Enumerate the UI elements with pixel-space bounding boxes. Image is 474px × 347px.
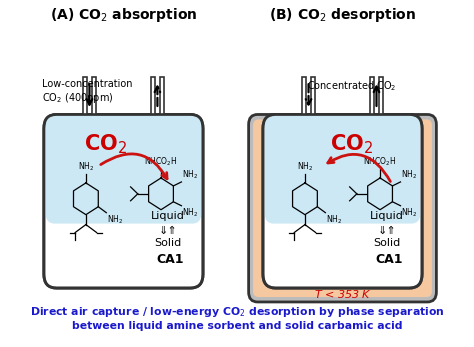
Text: NH$_2$: NH$_2$ xyxy=(182,207,199,219)
Text: $T$ < 353 K: $T$ < 353 K xyxy=(313,288,372,300)
FancyBboxPatch shape xyxy=(46,115,201,223)
Text: NH$_2$: NH$_2$ xyxy=(107,214,123,226)
Bar xyxy=(379,77,383,115)
Text: CA1: CA1 xyxy=(375,253,403,266)
FancyBboxPatch shape xyxy=(263,115,422,288)
Bar xyxy=(370,77,374,115)
Text: Solid: Solid xyxy=(374,238,401,248)
Text: NHCO$_2$H: NHCO$_2$H xyxy=(364,155,397,168)
Bar xyxy=(302,77,306,115)
Text: Direct air capture / low-energy CO$_2$ desorption by phase separation
between li: Direct air capture / low-energy CO$_2$ d… xyxy=(29,305,445,331)
Text: ⇓⇑: ⇓⇑ xyxy=(159,226,178,236)
Text: NH$_2$: NH$_2$ xyxy=(326,214,342,226)
Text: NHCO$_2$H: NHCO$_2$H xyxy=(145,155,178,168)
Text: NH$_2$: NH$_2$ xyxy=(297,161,313,173)
Text: ⇓⇑: ⇓⇑ xyxy=(378,226,397,236)
Text: NH$_2$: NH$_2$ xyxy=(78,161,94,173)
Text: (B) CO$_2$ desorption: (B) CO$_2$ desorption xyxy=(269,6,416,24)
Bar xyxy=(160,77,164,115)
Bar xyxy=(151,77,155,115)
FancyBboxPatch shape xyxy=(264,115,420,223)
Text: NH$_2$: NH$_2$ xyxy=(401,168,418,181)
Text: Concentrated CO$_2$: Concentrated CO$_2$ xyxy=(307,79,396,93)
Text: Solid: Solid xyxy=(155,238,182,248)
FancyBboxPatch shape xyxy=(44,115,203,288)
Text: CO$_2$: CO$_2$ xyxy=(330,132,373,156)
Text: Low-concentration
CO$_2$ (400ppm): Low-concentration CO$_2$ (400ppm) xyxy=(42,79,133,105)
Text: NH$_2$: NH$_2$ xyxy=(401,207,418,219)
Text: CA1: CA1 xyxy=(156,253,184,266)
Text: NH$_2$: NH$_2$ xyxy=(182,168,199,181)
Text: CO$_2$: CO$_2$ xyxy=(84,132,127,156)
Bar xyxy=(91,77,96,115)
Text: Liquid: Liquid xyxy=(370,211,404,221)
Bar xyxy=(311,77,315,115)
Text: Liquid: Liquid xyxy=(151,211,185,221)
Bar xyxy=(83,77,87,115)
FancyBboxPatch shape xyxy=(249,115,437,302)
Text: (A) CO$_2$ absorption: (A) CO$_2$ absorption xyxy=(50,6,197,24)
FancyBboxPatch shape xyxy=(253,119,432,297)
